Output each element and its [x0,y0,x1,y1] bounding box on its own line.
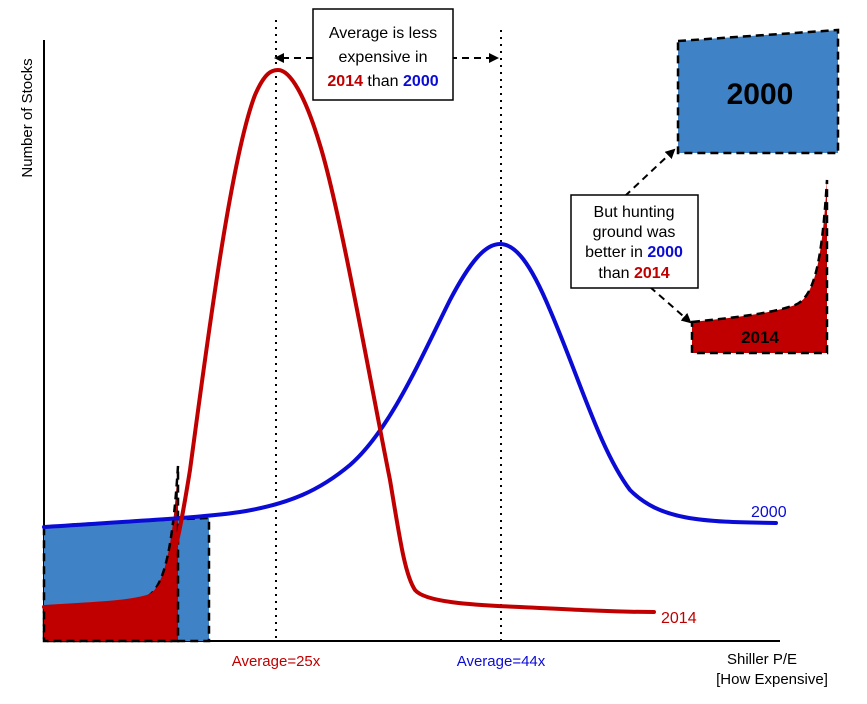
callout-hunting-line2: ground was [593,224,676,241]
callout-average-line2: expensive in [339,49,428,66]
callout-hunting-line3: better in 2000 [585,244,683,261]
y-axis-label: Number of Stocks [19,58,36,177]
curve-2014 [42,68,656,614]
callout-hunting-line1: But hunting [594,204,675,221]
average-2000-label: Average=44x [457,653,546,670]
callout-hunting-than: than [598,265,634,282]
callout-average-2000: 2000 [403,73,439,90]
curve-2000 [42,242,778,529]
callout-average-box [312,8,454,101]
x-axis-sublabel: [How Expensive] [716,671,828,688]
callout-average-line1: Average is less [329,25,437,42]
callout-hunting-line4: than 2014 [598,265,669,282]
callout-hunting-2014: 2014 [634,265,670,282]
zoom-2014-label: 2014 [741,328,779,347]
zoom-2000-label: 2000 [727,78,794,111]
callout-hunting-2000: 2000 [647,244,683,261]
zoom-2000-shape [676,28,840,155]
callout-arrow-to-2000 [624,148,676,197]
zoom-2014-shape [690,179,829,355]
callout-hunting-box [570,194,699,289]
series-label-2000: 2000 [751,504,787,521]
callout-average-2014: 2014 [327,73,363,90]
x-axis-label: Shiller P/E [727,651,797,668]
callout-average-than: than [363,73,403,90]
series-label-2014: 2014 [661,610,697,627]
callout-average-line3: 2014 than 2000 [327,73,438,90]
callout-hunting-better-in: better in [585,244,647,261]
average-2014-label: Average=25x [232,653,321,670]
callout-arrow-to-2014 [649,286,692,324]
